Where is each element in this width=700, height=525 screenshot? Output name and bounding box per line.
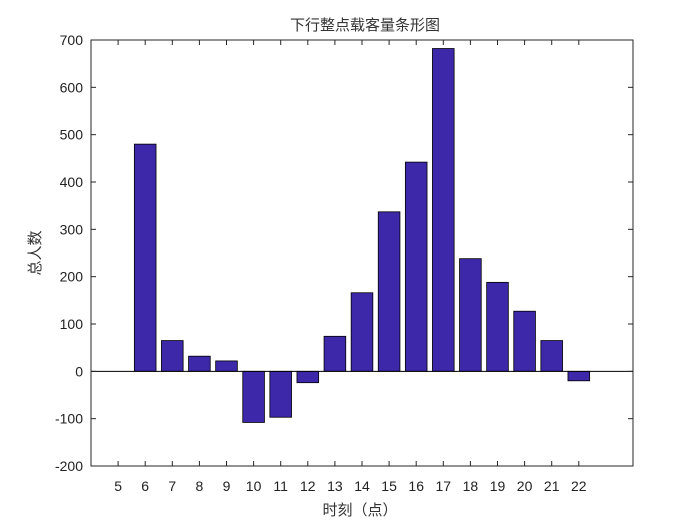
y-tick-label-300: 300 <box>60 221 84 237</box>
bar-16 <box>404 161 428 372</box>
x-axis: 5 6 7 8 9 10 11 12 13 14 15 16 17 18 19 20 21 22 <box>114 40 587 494</box>
bar-9 <box>215 360 238 372</box>
y-tick-label-0: 0 <box>75 363 83 379</box>
x-tick-label-9: 9 <box>223 478 231 494</box>
x-tick-label-12: 12 <box>300 478 316 494</box>
bar-19 <box>486 281 509 372</box>
bar-6 <box>133 143 157 372</box>
bar-14 <box>350 292 374 372</box>
x-tick-label-10: 10 <box>246 478 262 494</box>
x-tick-label-20: 20 <box>517 478 533 494</box>
bar-21 <box>540 340 563 372</box>
x-tick-label-19: 19 <box>490 478 506 494</box>
x-tick-label-14: 14 <box>354 478 370 494</box>
x-tick-label-5: 5 <box>114 478 122 494</box>
bar-17 <box>432 48 455 372</box>
x-tick-label-21: 21 <box>544 478 560 494</box>
x-tick-label-8: 8 <box>196 478 204 494</box>
x-tick-label-18: 18 <box>463 478 479 494</box>
plot-area <box>90 39 634 467</box>
bar-11 <box>269 370 292 418</box>
y-tick-label-400: 400 <box>60 174 84 190</box>
y-axis: -200 -100 0 100 200 300 400 500 600 700 <box>55 32 633 474</box>
y-tick-label-100: 100 <box>60 316 84 332</box>
y-tick-label-600: 600 <box>60 79 84 95</box>
bar-12 <box>296 370 320 384</box>
bar-15 <box>377 211 401 372</box>
bar-8 <box>188 355 211 372</box>
y-tick-label--200: -200 <box>55 458 83 474</box>
bar-7 <box>161 340 184 372</box>
y-tick-label-500: 500 <box>60 127 84 143</box>
chart-title: 下行整点载客量条形图 <box>290 16 440 34</box>
bar-10 <box>242 370 265 423</box>
x-axis-label: 时刻（点） <box>322 501 397 519</box>
bar-18 <box>459 258 482 372</box>
x-tick-label-13: 13 <box>327 478 343 494</box>
y-axis-label: 总人数 <box>26 230 44 275</box>
bar-20 <box>513 310 536 372</box>
x-tick-label-15: 15 <box>381 478 397 494</box>
x-tick-label-7: 7 <box>168 478 176 494</box>
bar-22 <box>567 370 591 382</box>
bars-group <box>133 48 591 423</box>
y-tick-label--100: -100 <box>55 411 83 427</box>
x-tick-label-11: 11 <box>273 478 288 494</box>
bar-13 <box>323 335 347 372</box>
x-tick-label-17: 17 <box>436 478 452 494</box>
x-tick-label-22: 22 <box>571 478 587 494</box>
x-tick-label-6: 6 <box>141 478 149 494</box>
y-tick-label-700: 700 <box>60 32 84 48</box>
y-tick-label-200: 200 <box>60 269 84 285</box>
x-tick-label-16: 16 <box>408 478 424 494</box>
